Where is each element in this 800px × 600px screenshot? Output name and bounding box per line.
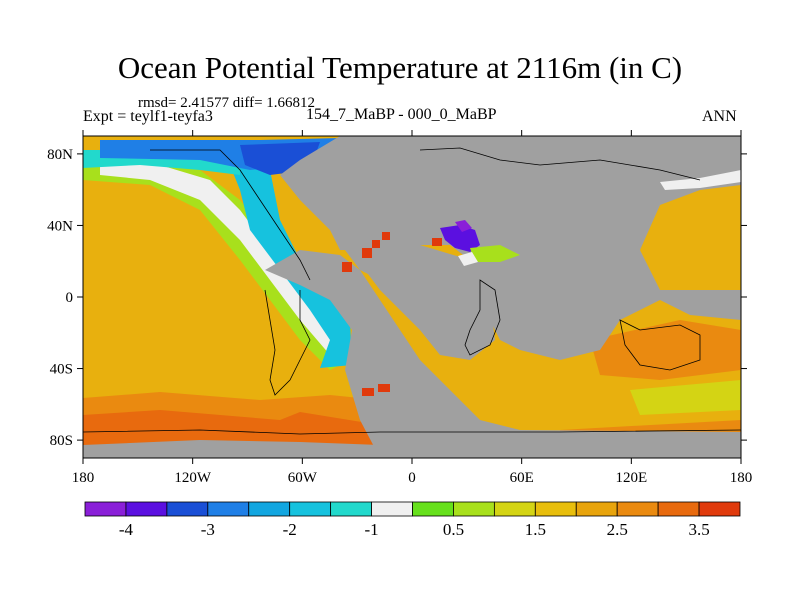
- med-violet: [455, 220, 472, 232]
- red-patch: [362, 248, 372, 258]
- colorbar-swatch: [534, 501, 577, 517]
- colorbar-swatch: [166, 501, 209, 517]
- red-patch: [378, 384, 390, 392]
- white-band: [100, 165, 350, 355]
- rmsd-diff-stats: rmsd= 2.41577 diff= 1.66812: [138, 95, 316, 111]
- colorbar-label: -2: [283, 520, 297, 539]
- colorbar-label: 3.5: [688, 520, 709, 539]
- colorbar-swatch: [616, 501, 659, 517]
- x-tick-label: 60W: [288, 470, 318, 486]
- colorbar-swatch: [125, 501, 168, 517]
- x-axis: 180 120W 60W 0 60E 120E 180: [72, 130, 753, 486]
- season-label: ANN: [702, 108, 737, 125]
- red-patch: [372, 240, 380, 248]
- y-tick-label: 40S: [50, 362, 73, 378]
- colorbar-swatch: [289, 501, 332, 517]
- colorbar-swatch: [371, 501, 413, 517]
- y-axis: 80N 40N 0 40S 80S: [47, 147, 747, 449]
- colorbar-swatch: [453, 501, 495, 517]
- map-field: [83, 136, 741, 458]
- colorbar-swatch: [84, 501, 127, 517]
- colorbar-label: 1.5: [525, 520, 546, 539]
- colorbar-swatch: [412, 501, 454, 517]
- x-tick-label: 0: [408, 470, 416, 486]
- y-tick-label: 0: [66, 290, 74, 306]
- med-green: [470, 245, 520, 262]
- north-white-patch: [660, 170, 741, 190]
- colorbar: -4 -3 -2 -1 0.5 1.5 2.5 3.5: [84, 501, 741, 539]
- experiment-label: Expt = teylf1-teyfa3: [83, 108, 213, 125]
- green-band: [83, 158, 350, 370]
- colorbar-swatch: [330, 501, 372, 517]
- med-white: [458, 252, 478, 266]
- red-patch: [432, 238, 442, 246]
- x-tick-label: 180: [72, 470, 95, 486]
- y-tick-label: 80S: [50, 433, 73, 449]
- colorbar-label: -1: [364, 520, 378, 539]
- colorbar-swatch: [657, 501, 700, 517]
- colorbar-swatch: [698, 501, 741, 517]
- colorbar-label: 0.5: [443, 520, 464, 539]
- map-title: Ocean Potential Temperature at 2116m (in…: [117, 50, 683, 85]
- coastlines: [83, 147, 741, 435]
- x-tick-label: 120E: [615, 470, 647, 486]
- red-patch: [382, 232, 390, 240]
- australia-south-warm: [590, 320, 741, 380]
- y-tick-label: 40N: [47, 218, 73, 234]
- x-tick-label: 60E: [510, 470, 534, 486]
- period-subtitle: 154_7_MaBP - 000_0_MaBP: [306, 106, 497, 123]
- colorbar-swatch: [575, 501, 618, 517]
- colorbar-label: -3: [201, 520, 215, 539]
- colorbar-label: -4: [119, 520, 134, 539]
- x-tick-label: 120W: [174, 470, 212, 486]
- y-tick-label: 80N: [47, 147, 73, 163]
- red-patch: [342, 262, 352, 272]
- med-purple: [440, 225, 480, 252]
- red-patch: [362, 388, 374, 396]
- colorbar-label: 2.5: [607, 520, 628, 539]
- colorbar-swatch: [493, 501, 536, 517]
- colorbar-swatch: [248, 501, 291, 517]
- yellow-patch: [630, 380, 741, 415]
- colorbar-swatch: [207, 501, 250, 517]
- x-tick-label: 180: [730, 470, 753, 486]
